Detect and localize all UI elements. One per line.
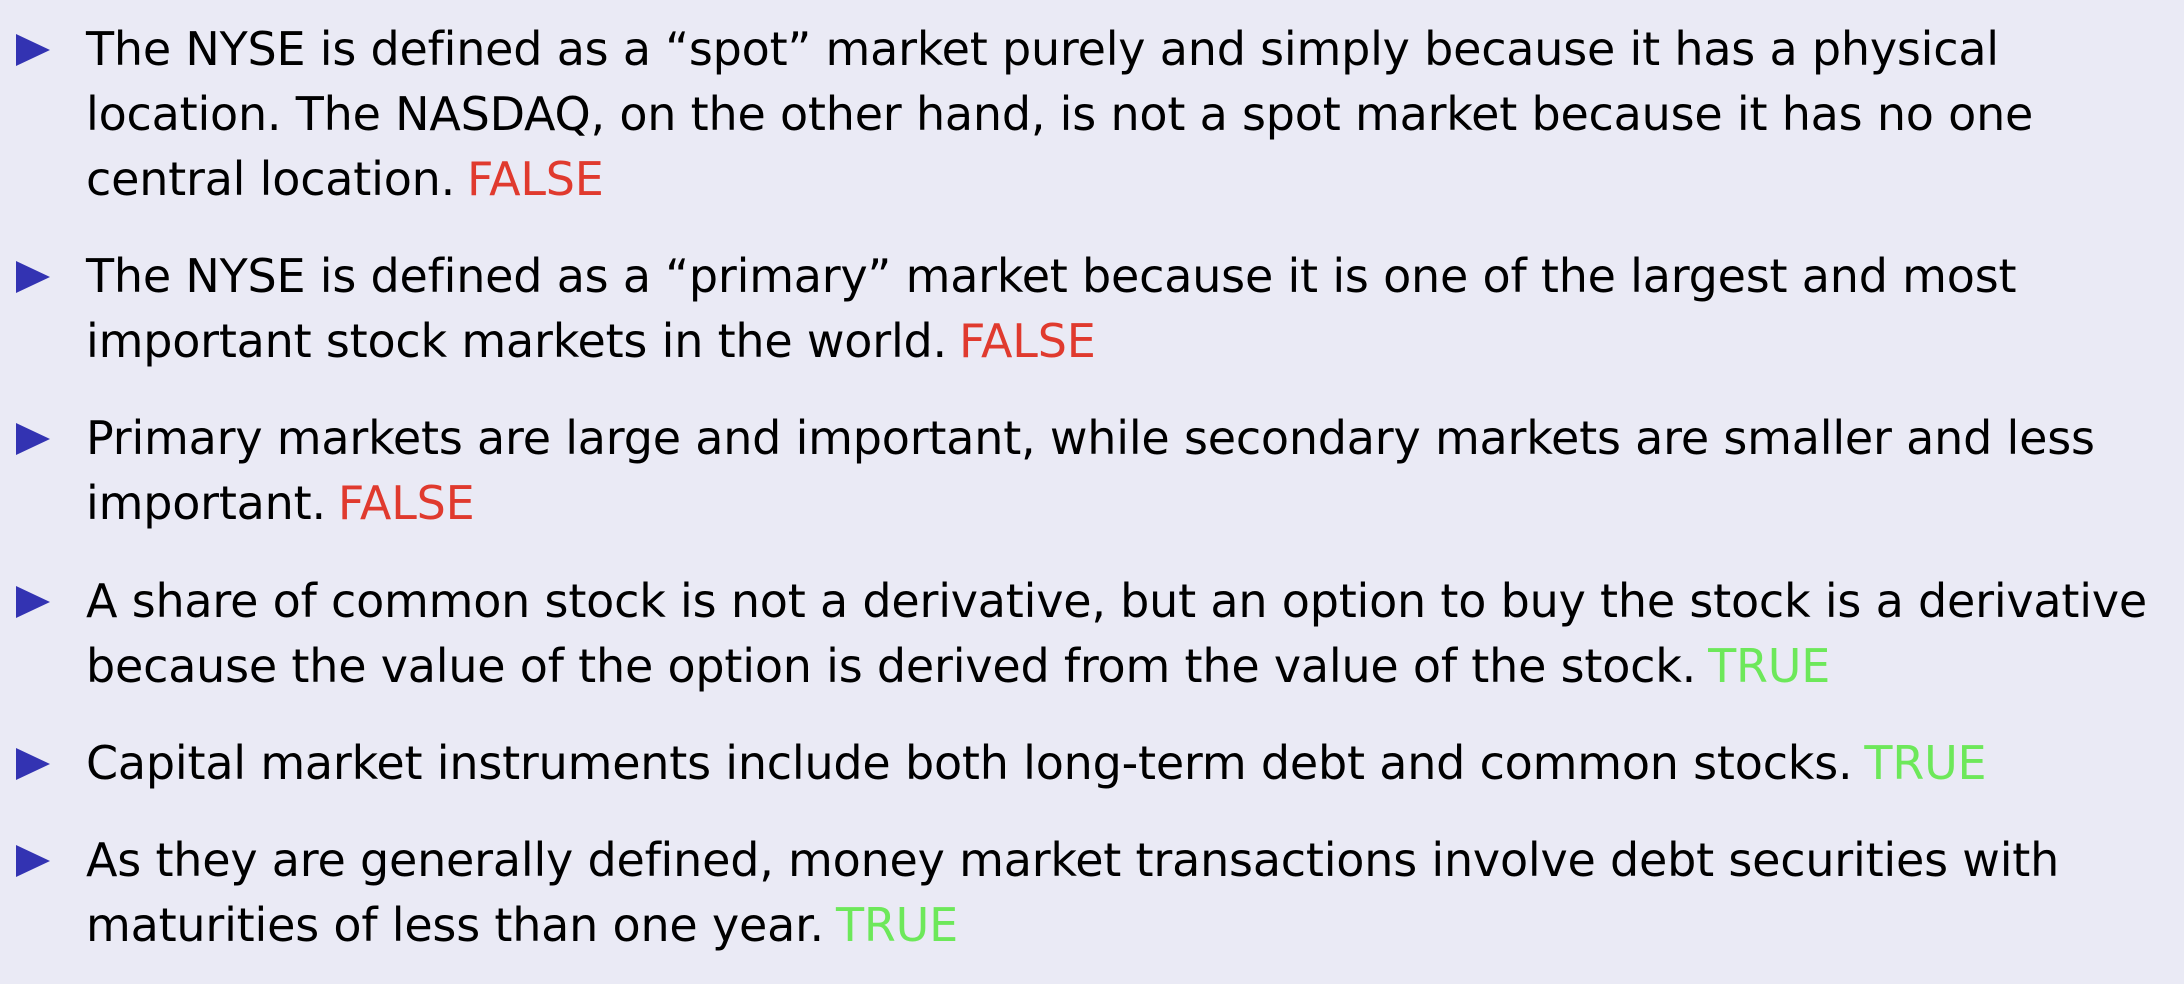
triangle-bullet-icon xyxy=(16,261,50,293)
triangle-bullet-icon xyxy=(16,34,50,66)
answer-label: FALSE xyxy=(337,476,475,530)
answer-label: TRUE xyxy=(835,898,958,952)
statement-text: As they are generally defined, money mar… xyxy=(86,833,2060,952)
statement-text: The NYSE is defined as a “spot” market p… xyxy=(86,22,2034,206)
list-item: The NYSE is defined as a “primary” marke… xyxy=(16,244,2166,374)
statement-text: Capital market instruments include both … xyxy=(86,736,1853,790)
list-item: As they are generally defined, money mar… xyxy=(16,828,2166,958)
list-item: Primary markets are large and important,… xyxy=(16,406,2166,536)
triangle-bullet-icon xyxy=(16,845,50,877)
statement-text: A share of common stock is not a derivat… xyxy=(86,574,2147,693)
statement-text: Primary markets are large and important,… xyxy=(86,411,2095,530)
triangle-bullet-icon xyxy=(16,748,50,780)
triangle-bullet-icon xyxy=(16,423,50,455)
list-item: A share of common stock is not a derivat… xyxy=(16,569,2166,699)
answer-label: TRUE xyxy=(1708,639,1831,693)
list-item: The NYSE is defined as a “spot” market p… xyxy=(16,17,2166,212)
answer-label: TRUE xyxy=(1864,736,1987,790)
answer-label: FALSE xyxy=(958,314,1096,368)
answer-label: FALSE xyxy=(467,152,604,206)
list-item: Capital market instruments include both … xyxy=(16,731,2166,796)
triangle-bullet-icon xyxy=(16,586,50,618)
statement-text: The NYSE is defined as a “primary” marke… xyxy=(86,249,2017,368)
